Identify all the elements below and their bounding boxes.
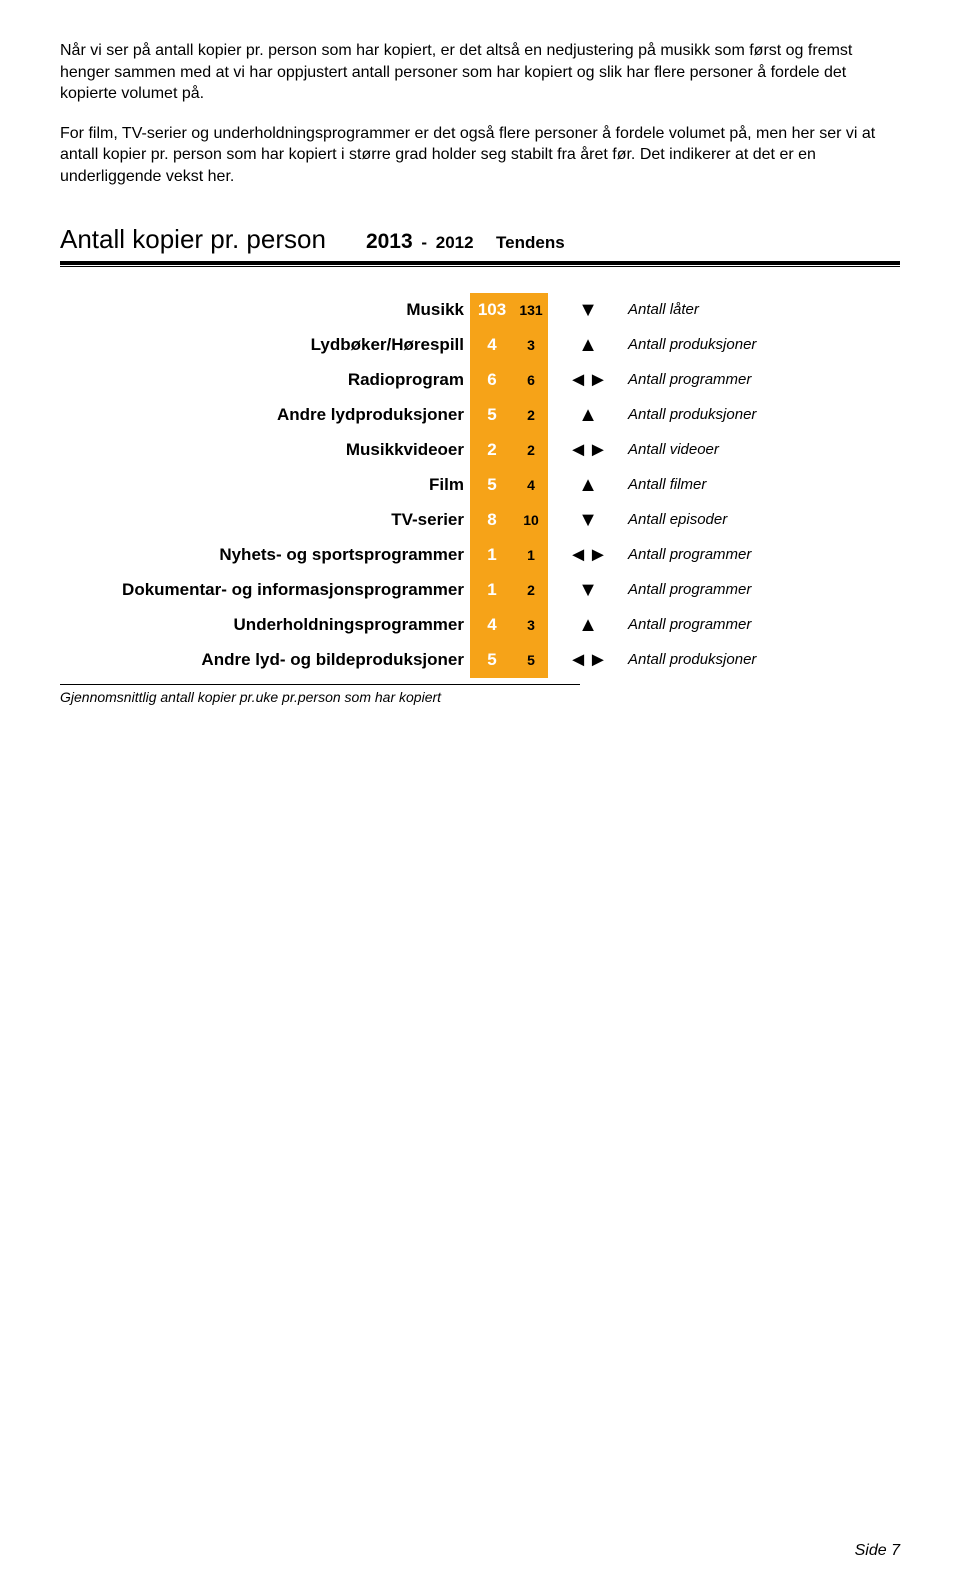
value-2013: 103 bbox=[470, 293, 514, 328]
trend-icon: ◄► bbox=[548, 363, 608, 398]
row-description: Antall produksjoner bbox=[608, 398, 900, 433]
value-2013: 8 bbox=[470, 503, 514, 538]
table-row: Musikkvideoer22◄►Antall videoer bbox=[60, 433, 900, 468]
table-row: Lydbøker/Hørespill43▲Antall produksjoner bbox=[60, 328, 900, 363]
table-row: Dokumentar- og informasjonsprogrammer12▼… bbox=[60, 573, 900, 608]
page-number: Side 7 bbox=[855, 1540, 900, 1562]
value-2013: 6 bbox=[470, 363, 514, 398]
paragraph-1: Når vi ser på antall kopier pr. person s… bbox=[60, 40, 900, 105]
trend-icon: ▲ bbox=[548, 608, 608, 643]
trend-icon: ◄► bbox=[548, 643, 608, 678]
section-title: Antall kopier pr. person bbox=[60, 222, 326, 257]
tendens-label: Tendens bbox=[496, 233, 565, 252]
copies-table: Musikk103131▼Antall låterLydbøker/Høresp… bbox=[60, 293, 900, 678]
paragraph-2: For film, TV-serier og underholdningspro… bbox=[60, 123, 900, 188]
value-2013: 5 bbox=[470, 468, 514, 503]
value-2012: 1 bbox=[514, 538, 548, 573]
row-description: Antall programmer bbox=[608, 538, 900, 573]
row-label: Musikk bbox=[60, 293, 470, 328]
row-label: Underholdningsprogrammer bbox=[60, 608, 470, 643]
table-row: Film54▲Antall filmer bbox=[60, 468, 900, 503]
value-2013: 5 bbox=[470, 643, 514, 678]
value-2013: 1 bbox=[470, 573, 514, 608]
table-row: Musikk103131▼Antall låter bbox=[60, 293, 900, 328]
row-label: Radioprogram bbox=[60, 363, 470, 398]
value-2012: 2 bbox=[514, 433, 548, 468]
row-description: Antall episoder bbox=[608, 503, 900, 538]
row-description: Antall videoer bbox=[608, 433, 900, 468]
table-row: Andre lyd- og bildeproduksjoner55◄►Antal… bbox=[60, 643, 900, 678]
trend-icon: ▲ bbox=[548, 468, 608, 503]
value-2013: 4 bbox=[470, 328, 514, 363]
row-description: Antall programmer bbox=[608, 608, 900, 643]
value-2012: 2 bbox=[514, 398, 548, 433]
value-2013: 5 bbox=[470, 398, 514, 433]
row-description: Antall filmer bbox=[608, 468, 900, 503]
row-description: Antall produksjoner bbox=[608, 643, 900, 678]
row-label: Andre lydproduksjoner bbox=[60, 398, 470, 433]
row-label: Nyhets- og sportsprogrammer bbox=[60, 538, 470, 573]
table-row: Nyhets- og sportsprogrammer11◄►Antall pr… bbox=[60, 538, 900, 573]
year-dash: - bbox=[417, 233, 432, 252]
year-current: 2013 bbox=[366, 230, 413, 253]
section-years: 2013 - 2012 Tendens bbox=[366, 228, 565, 256]
value-2013: 4 bbox=[470, 608, 514, 643]
table-row: Radioprogram66◄►Antall programmer bbox=[60, 363, 900, 398]
row-description: Antall programmer bbox=[608, 363, 900, 398]
year-previous: 2012 bbox=[436, 233, 474, 252]
value-2012: 6 bbox=[514, 363, 548, 398]
row-label: Andre lyd- og bildeproduksjoner bbox=[60, 643, 470, 678]
value-2012: 4 bbox=[514, 468, 548, 503]
row-description: Antall låter bbox=[608, 293, 900, 328]
trend-icon: ▼ bbox=[548, 573, 608, 608]
trend-icon: ◄► bbox=[548, 433, 608, 468]
table-row: Andre lydproduksjoner52▲Antall produksjo… bbox=[60, 398, 900, 433]
row-label: TV-serier bbox=[60, 503, 470, 538]
trend-icon: ▲ bbox=[548, 328, 608, 363]
double-rule bbox=[60, 261, 900, 267]
table-row: TV-serier810▼Antall episoder bbox=[60, 503, 900, 538]
row-description: Antall programmer bbox=[608, 573, 900, 608]
row-label: Dokumentar- og informasjonsprogrammer bbox=[60, 573, 470, 608]
row-label: Film bbox=[60, 468, 470, 503]
row-label: Musikkvideoer bbox=[60, 433, 470, 468]
trend-icon: ◄► bbox=[548, 538, 608, 573]
value-2012: 10 bbox=[514, 503, 548, 538]
row-description: Antall produksjoner bbox=[608, 328, 900, 363]
row-label: Lydbøker/Hørespill bbox=[60, 328, 470, 363]
value-2012: 3 bbox=[514, 608, 548, 643]
value-2012: 3 bbox=[514, 328, 548, 363]
value-2012: 5 bbox=[514, 643, 548, 678]
trend-icon: ▲ bbox=[548, 398, 608, 433]
trend-icon: ▼ bbox=[548, 293, 608, 328]
table-row: Underholdningsprogrammer43▲Antall progra… bbox=[60, 608, 900, 643]
table-footnote: Gjennomsnittlig antall kopier pr.uke pr.… bbox=[60, 684, 580, 707]
value-2012: 131 bbox=[514, 293, 548, 328]
trend-icon: ▼ bbox=[548, 503, 608, 538]
value-2013: 1 bbox=[470, 538, 514, 573]
value-2012: 2 bbox=[514, 573, 548, 608]
value-2013: 2 bbox=[470, 433, 514, 468]
section-header-row: Antall kopier pr. person 2013 - 2012 Ten… bbox=[60, 222, 900, 257]
